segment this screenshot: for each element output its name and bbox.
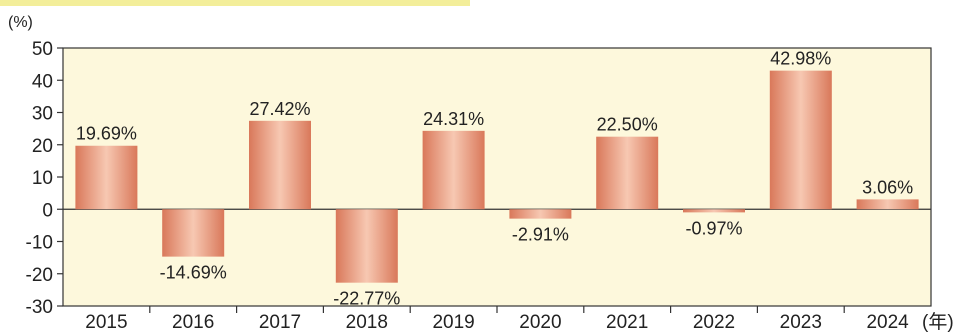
header-stripe — [0, 0, 470, 6]
bar-2016 — [162, 209, 225, 257]
x-tick-label-2024: 2024 — [866, 312, 909, 333]
x-tick-label-2017: 2017 — [259, 312, 301, 333]
bar-2024 — [856, 199, 919, 210]
data-label-2024: 3.06% — [862, 177, 913, 197]
bar-2017 — [249, 120, 311, 210]
bar-2023 — [769, 70, 832, 210]
y-tick-label: 0 — [42, 200, 53, 221]
y-axis: 50 40 30 20 10 0 -10 -20 -30 — [26, 39, 63, 318]
x-tick-label-2016: 2016 — [172, 312, 214, 333]
y-tick-label: 10 — [32, 168, 53, 189]
y-tick-label: 20 — [32, 136, 53, 157]
x-unit-label: (年) — [922, 311, 954, 333]
x-tick-label-2023: 2023 — [780, 312, 822, 333]
bar-2020 — [509, 209, 572, 219]
x-tick-label-2021: 2021 — [606, 312, 648, 333]
y-unit-label: (%) — [8, 14, 33, 31]
bar-2022 — [683, 209, 745, 213]
bar-2018 — [335, 209, 398, 283]
x-tick-label-2018: 2018 — [346, 312, 388, 333]
data-labels: 19.69% -14.69% 27.42% -22.77% 24.31% -2.91% 22… — [76, 49, 913, 309]
data-label-2022: -0.97% — [685, 218, 742, 238]
y-tick-label: -30 — [26, 297, 53, 318]
x-tick-label-2015: 2015 — [85, 312, 127, 333]
y-tick-label: -10 — [26, 233, 53, 254]
y-tick-label: 40 — [32, 71, 53, 92]
bar-2021 — [596, 136, 659, 210]
data-label-2017: 27.42% — [249, 99, 310, 119]
bar-2015 — [75, 145, 138, 210]
data-label-2020: -2.91% — [512, 225, 569, 245]
y-tick-label: 30 — [32, 104, 53, 125]
data-label-2016: -14.69% — [160, 263, 227, 283]
data-label-2015: 19.69% — [76, 124, 137, 144]
data-label-2023: 42.98% — [770, 49, 831, 69]
data-label-2021: 22.50% — [597, 115, 658, 135]
bar-2019 — [422, 130, 485, 210]
y-tick-label: -20 — [26, 265, 53, 286]
x-axis: 2015 2016 2017 2018 2019 2020 2021 2022 2023 2024 — [85, 306, 909, 333]
x-tick-label-2019: 2019 — [432, 312, 474, 333]
x-tick-label-2020: 2020 — [519, 312, 561, 333]
bars — [75, 70, 919, 283]
y-tick-label: 50 — [32, 39, 53, 60]
x-tick-label-2022: 2022 — [693, 312, 735, 333]
data-label-2019: 24.31% — [423, 109, 484, 129]
data-label-2018: -22.77% — [333, 289, 400, 309]
